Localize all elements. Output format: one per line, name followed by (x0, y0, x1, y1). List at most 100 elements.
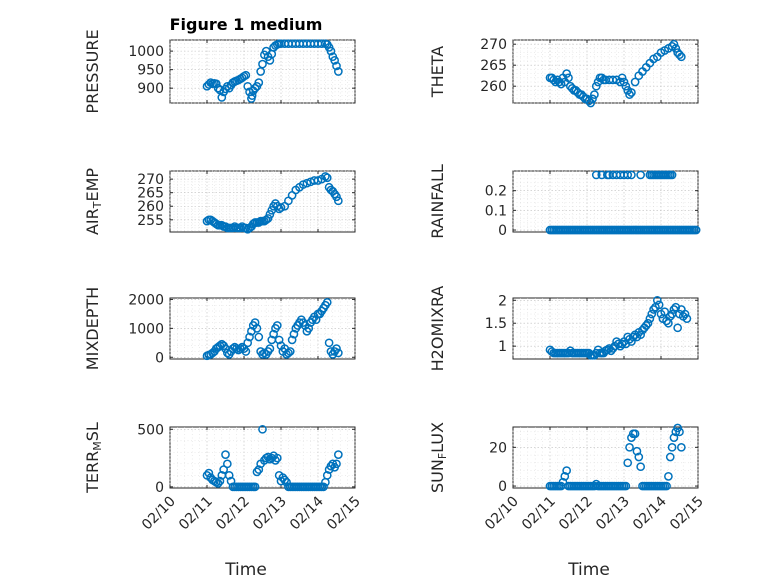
data-point (254, 332, 264, 342)
data-point (621, 81, 631, 91)
data-point (625, 442, 634, 452)
data-point (628, 332, 638, 342)
data-point (617, 339, 627, 349)
y-tick-label: 265 (480, 58, 507, 74)
data-point (322, 173, 332, 183)
x-tick-label: 02/11 (176, 494, 216, 534)
data-point (334, 348, 343, 358)
y-tick-label: 900 (137, 81, 164, 97)
data-point (272, 321, 282, 330)
subplot-pressure: 900 950 1000 PRESSURE (83, 29, 356, 114)
data-point (619, 77, 629, 87)
subplot-h2omixra: 1 1.5 2 H2OMIXRA (428, 286, 699, 372)
y-tick-label: 1000 (128, 44, 164, 60)
data-point (549, 75, 559, 85)
data-point (332, 61, 341, 71)
data-point (271, 456, 280, 465)
data-point (673, 323, 683, 333)
y-axis-label: THETA (428, 46, 447, 98)
y-tick-label: 260 (137, 199, 164, 215)
data-point (250, 318, 260, 327)
data-point (258, 424, 267, 434)
data-point (675, 427, 684, 437)
y-tick-label: 270 (480, 37, 507, 53)
y-axis-label: AIRTEMP (83, 168, 104, 235)
data-point (586, 98, 596, 108)
data-point (627, 88, 636, 97)
data-point (332, 192, 341, 202)
data-point (321, 172, 330, 181)
x-tick-label: 02/13 (250, 494, 290, 534)
data-point (324, 338, 334, 348)
data-point (317, 39, 327, 49)
y-tick-label: 0 (155, 350, 164, 366)
y-axis-label: TERRMSL (83, 422, 104, 494)
data-point (245, 332, 254, 342)
data-point (645, 314, 655, 323)
data-point (289, 329, 299, 339)
data-point (254, 78, 264, 87)
data-point (615, 77, 625, 87)
y-tick-label: 500 (137, 422, 164, 438)
data-point (660, 307, 670, 317)
data-point (330, 56, 339, 65)
data-point (669, 39, 679, 49)
x-tick-label: 02/10 (139, 494, 179, 534)
y-tick-label: 1.5 (485, 316, 507, 332)
data-point (241, 223, 251, 233)
data-point (322, 297, 332, 307)
data-point (274, 335, 284, 345)
x-tick-label: 02/14 (630, 493, 670, 533)
data-point (664, 472, 673, 481)
data-point (263, 214, 273, 223)
data-point (551, 77, 560, 87)
data-point (667, 170, 677, 180)
data-point (665, 452, 675, 462)
y-tick-label: 255 (137, 213, 164, 229)
data-point (652, 295, 662, 305)
data-point (326, 461, 336, 471)
x-tick-label: 02/10 (482, 494, 522, 534)
subplot-mixdepth: 0 1000 2000 MIXDEPTH (83, 287, 356, 370)
y-tick-label: 0.1 (485, 203, 507, 219)
data-point (280, 475, 290, 485)
data-point (632, 446, 642, 456)
data-point (636, 170, 646, 180)
data-point (204, 468, 214, 478)
y-tick-label: 1000 (128, 321, 164, 337)
data-point (269, 329, 278, 339)
x-axis-label-left: Time (224, 560, 267, 580)
y-tick-label: 270 (137, 172, 164, 188)
data-point (562, 466, 572, 475)
subplot-theta: 260 265 270 THETA (428, 37, 699, 108)
data-point (223, 459, 232, 469)
data-point (636, 462, 646, 472)
data-point (603, 345, 612, 355)
data-point (221, 450, 230, 459)
data-point (625, 90, 634, 99)
data-point (258, 59, 267, 69)
y-tick-label: 0 (498, 223, 507, 239)
data-point (617, 73, 627, 83)
data-point (623, 170, 633, 180)
figure-title: Figure 1 medium (170, 15, 323, 34)
x-tick-label: 02/13 (593, 494, 633, 534)
data-point (326, 46, 336, 56)
data-point (211, 79, 221, 89)
data-point (332, 344, 341, 353)
data-point (662, 481, 671, 491)
data-point (287, 335, 297, 345)
data-point (250, 482, 260, 492)
y-axis-label: H2OMIXRA (428, 286, 447, 372)
data-point (671, 302, 681, 312)
y-tick-label: 265 (137, 186, 164, 202)
data-point (252, 324, 262, 333)
data-point (671, 44, 681, 53)
data-point (241, 347, 251, 356)
data-point (215, 476, 225, 486)
data-point (669, 433, 679, 443)
y-axis-label: MIXDEPTH (83, 287, 102, 370)
data-point (213, 479, 223, 488)
